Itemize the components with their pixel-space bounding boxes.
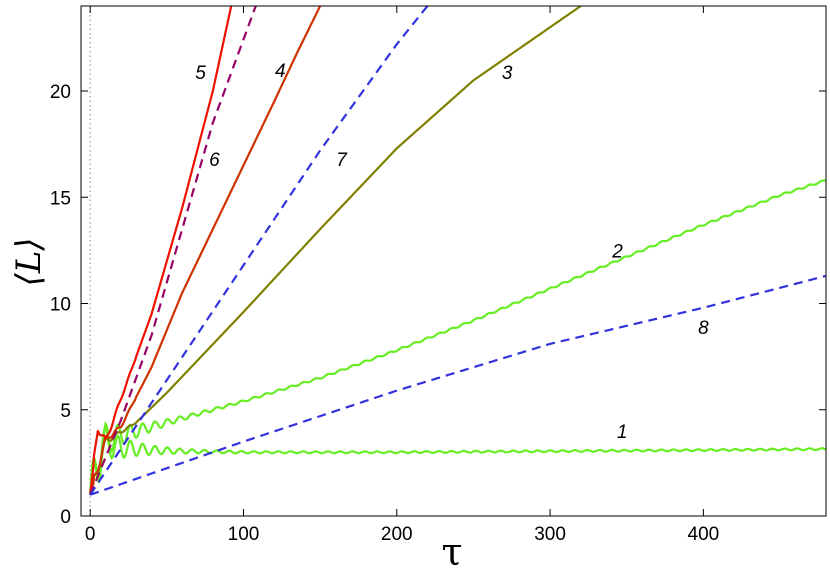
series-line-1	[89, 425, 826, 495]
curve-label-5: 5	[195, 63, 206, 84]
series-line-3	[89, 6, 582, 496]
x-tick-label: 100	[228, 524, 260, 545]
plot-area	[81, 6, 826, 516]
series-line-6	[89, 6, 257, 496]
curve-label-8: 8	[698, 318, 709, 339]
curve-label-2: 2	[611, 241, 623, 262]
y-axis-title: ⟨L⟩	[9, 237, 49, 286]
y-tick-label: 10	[50, 295, 71, 316]
curve-label-7: 7	[336, 150, 348, 171]
x-tick-label: 200	[381, 524, 413, 545]
curve-label-4: 4	[275, 61, 286, 82]
y-tick-label: 0	[60, 507, 71, 528]
series-line-7	[89, 6, 429, 496]
x-tick-label: 400	[688, 524, 720, 545]
x-tick-label: 0	[85, 524, 96, 545]
y-tick-label: 5	[60, 401, 71, 422]
series-line-4	[89, 6, 322, 496]
plot-frame	[80, 5, 827, 517]
curve-label-3: 3	[502, 63, 513, 84]
curve-label-6: 6	[209, 150, 220, 171]
series-line-5	[89, 6, 233, 495]
y-tick-label: 15	[50, 188, 71, 209]
series-line-2	[89, 179, 826, 495]
x-tick-label: 300	[534, 524, 566, 545]
curve-label-1: 1	[617, 422, 628, 443]
y-tick-label: 20	[50, 82, 71, 103]
x-axis-title: τ	[441, 530, 462, 574]
